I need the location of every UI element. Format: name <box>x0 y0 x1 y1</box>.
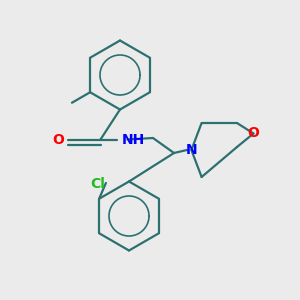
Text: N: N <box>186 143 197 157</box>
Text: NH: NH <box>122 133 145 146</box>
Text: Cl: Cl <box>90 178 105 191</box>
Text: O: O <box>248 127 260 140</box>
Text: O: O <box>52 133 64 146</box>
